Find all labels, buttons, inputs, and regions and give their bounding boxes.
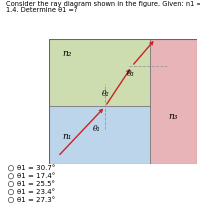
Text: θ1 = 23.4°: θ1 = 23.4° (17, 189, 55, 195)
Bar (49, 39, 150, 106)
Text: θ1 = 17.4°: θ1 = 17.4° (17, 173, 55, 179)
Text: θ₁: θ₁ (93, 125, 100, 133)
Text: 1.4. Determine θ1 =?: 1.4. Determine θ1 =? (6, 7, 77, 13)
Bar (150, 39, 197, 164)
Text: n₂: n₂ (62, 49, 71, 58)
Text: θ₂: θ₂ (101, 90, 109, 98)
Text: θ1 = 25.5°: θ1 = 25.5° (17, 181, 55, 187)
Text: θ₃: θ₃ (127, 70, 134, 78)
Text: Consider the ray diagram shown in the figure. Given: n1 = 1.8, n2 = 1.6 and n3 =: Consider the ray diagram shown in the fi… (6, 1, 200, 7)
Bar (49, 106, 150, 164)
Text: θ1 = 27.3°: θ1 = 27.3° (17, 197, 55, 203)
Text: n₃: n₃ (169, 112, 178, 121)
Text: θ1 = 30.7°: θ1 = 30.7° (17, 165, 55, 171)
Text: n₁: n₁ (62, 132, 71, 141)
